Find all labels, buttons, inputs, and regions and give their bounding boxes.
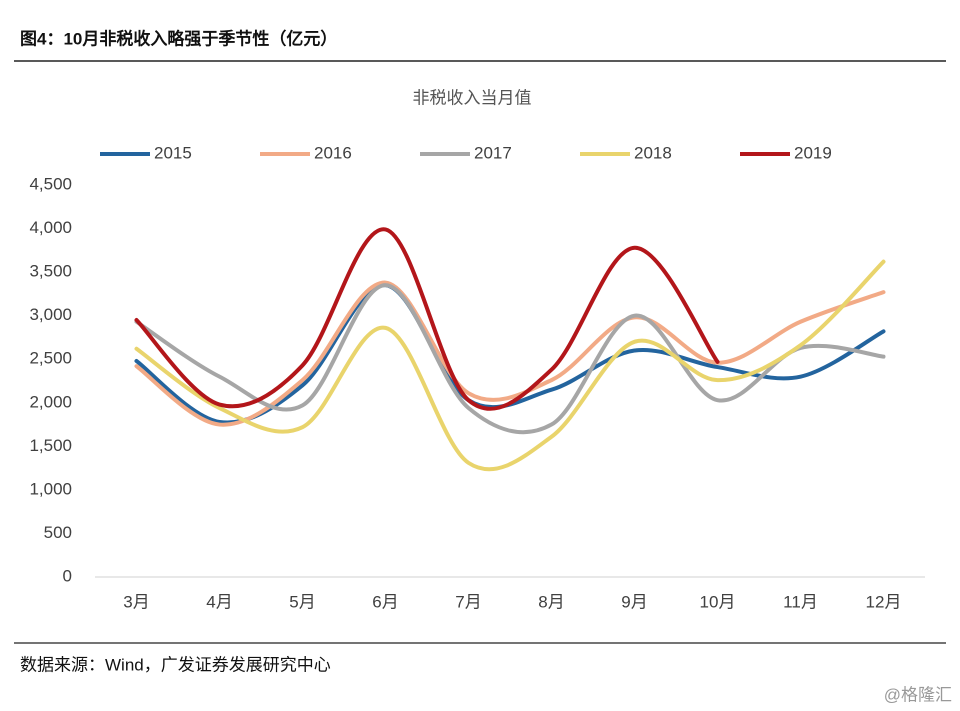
chart-title: 非税收入当月值	[413, 88, 532, 107]
source: 数据来源：Wind，广发证券发展研究中心	[20, 655, 331, 674]
y-tick-label: 500	[44, 523, 72, 542]
y-tick-label: 0	[63, 566, 72, 585]
x-tick-label: 12月	[866, 592, 902, 611]
series-line	[134, 259, 886, 472]
x-tick-label: 5月	[289, 592, 315, 611]
x-tick-label: 10月	[700, 592, 736, 611]
y-tick-label: 1,500	[29, 436, 72, 455]
y-tick-label: 4,500	[29, 174, 72, 193]
series-line	[134, 227, 720, 411]
watermark: @格隆汇	[884, 685, 952, 704]
x-tick-label: 11月	[783, 592, 818, 611]
y-tick-label: 1,000	[29, 479, 72, 498]
x-tick-label: 6月	[372, 592, 398, 611]
legend-label: 2019	[794, 143, 832, 162]
figure-title: 图4：10月非税收入略强于季节性（亿元）	[20, 28, 337, 48]
legend-label: 2015	[154, 143, 192, 162]
y-tick-label: 2,500	[29, 349, 72, 368]
x-tick-label: 9月	[621, 592, 647, 611]
y-tick-label: 4,000	[29, 218, 72, 237]
x-tick-label: 3月	[123, 592, 149, 611]
y-tick-label: 2,000	[29, 392, 72, 411]
x-tick-label: 8月	[538, 592, 564, 611]
legend-label: 2017	[474, 143, 512, 162]
x-tick-label: 7月	[455, 592, 481, 611]
legend-label: 2018	[634, 143, 672, 162]
legend-label: 2016	[314, 143, 352, 162]
x-tick-label: 4月	[206, 592, 232, 611]
y-tick-label: 3,500	[29, 262, 72, 281]
series-line	[134, 283, 886, 435]
series-line	[134, 280, 886, 427]
y-tick-label: 3,000	[29, 305, 72, 324]
